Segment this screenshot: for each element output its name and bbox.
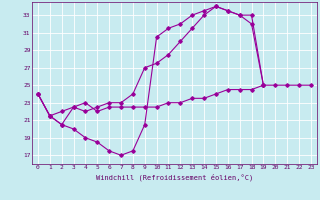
X-axis label: Windchill (Refroidissement éolien,°C): Windchill (Refroidissement éolien,°C)	[96, 173, 253, 181]
